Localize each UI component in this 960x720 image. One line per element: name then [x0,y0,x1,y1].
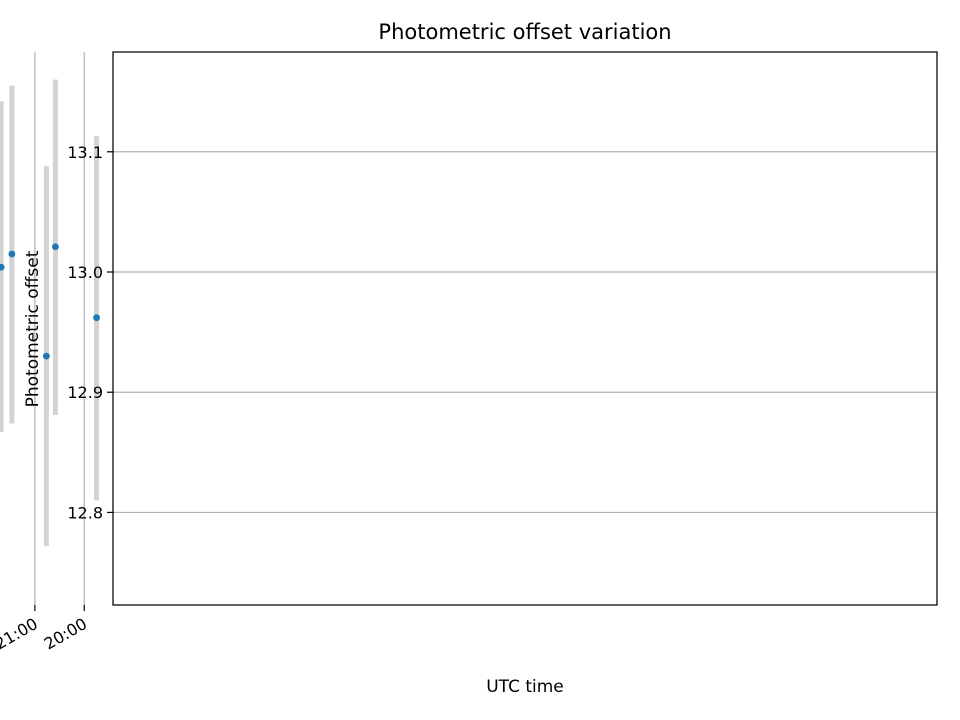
plot-frame [112,51,938,606]
y-axis-title: Photometric offset [23,250,43,407]
data-point [52,243,59,251]
data-point [93,314,100,322]
data-points [0,243,100,360]
y-tick-label: 12.8 [67,503,103,522]
data-point [0,263,5,271]
data-point [8,250,16,258]
x-axis-title: UTC time [486,677,564,697]
grid [34,52,937,605]
y-axis-ticks: 12.8 12.9 13.0 13.1 [67,143,113,522]
data-point [42,352,50,360]
chart-title: Photometric offset variation [378,20,671,44]
y-tick-label: 12.9 [67,383,103,402]
y-tick-label: 13.1 [67,143,103,162]
y-tick-label: 13.0 [67,263,103,282]
